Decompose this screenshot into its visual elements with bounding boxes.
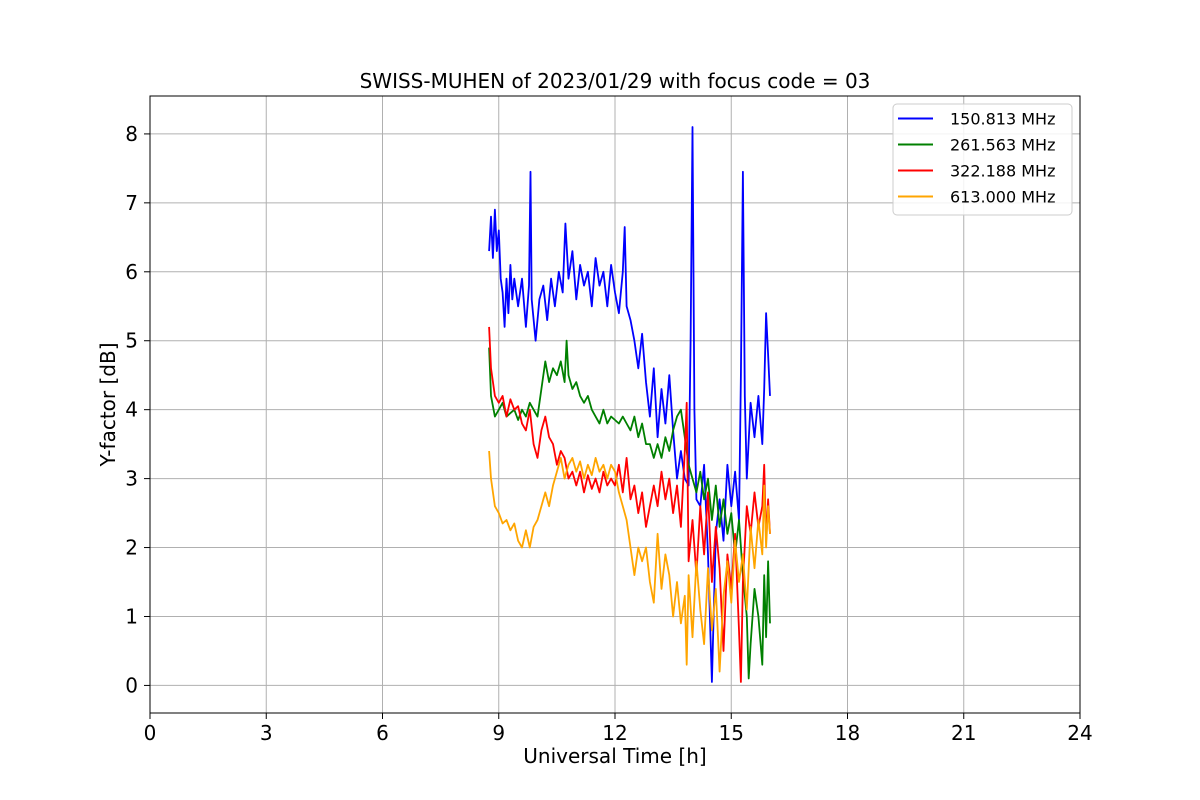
y-tick-label: 4 bbox=[125, 398, 138, 422]
legend-label-2: 261.563 MHz bbox=[950, 136, 1055, 155]
y-tick-label: 5 bbox=[125, 329, 138, 353]
x-tick-label: 24 bbox=[1067, 721, 1092, 745]
y-tick-label: 3 bbox=[125, 467, 138, 491]
x-axis-label: Universal Time [h] bbox=[523, 744, 706, 768]
legend-label-3: 322.188 MHz bbox=[950, 162, 1055, 181]
x-tick-label: 21 bbox=[951, 721, 976, 745]
y-tick-label: 2 bbox=[125, 536, 138, 560]
x-tick-label: 0 bbox=[144, 721, 157, 745]
x-tick-label: 9 bbox=[492, 721, 505, 745]
chart-title: SWISS-MUHEN of 2023/01/29 with focus cod… bbox=[360, 69, 871, 93]
x-tick-label: 12 bbox=[602, 721, 627, 745]
legend-label-1: 150.813 MHz bbox=[950, 110, 1055, 129]
y-tick-label: 7 bbox=[125, 191, 138, 215]
y-axis-ticks: 0 1 2 3 4 5 6 7 8 bbox=[125, 122, 150, 697]
series-line-3 bbox=[488, 326, 771, 683]
grid bbox=[149, 96, 1081, 713]
x-tick-label: 18 bbox=[835, 721, 860, 745]
series-line-4 bbox=[488, 450, 771, 673]
legend-box bbox=[892, 103, 1073, 216]
y-tick-label: 8 bbox=[125, 122, 138, 146]
y-axis-label: Y-factor [dB] bbox=[96, 342, 120, 467]
y-tick-label: 1 bbox=[125, 604, 138, 628]
legend: 150.813 MHz 261.563 MHz 322.188 MHz 613.000… bbox=[892, 103, 1073, 216]
legend-label-4: 613.000 MHz bbox=[950, 188, 1055, 207]
y-tick-label: 6 bbox=[125, 260, 138, 284]
x-tick-label: 3 bbox=[260, 721, 273, 745]
x-tick-label: 15 bbox=[719, 721, 744, 745]
x-tick-label: 6 bbox=[376, 721, 389, 745]
x-axis-ticks: 0 3 6 9 12 15 18 21 24 bbox=[144, 713, 1093, 745]
series-line-2 bbox=[488, 339, 771, 680]
series-lines bbox=[488, 126, 771, 683]
y-tick-label: 0 bbox=[125, 673, 138, 697]
series-line-1 bbox=[488, 126, 771, 683]
